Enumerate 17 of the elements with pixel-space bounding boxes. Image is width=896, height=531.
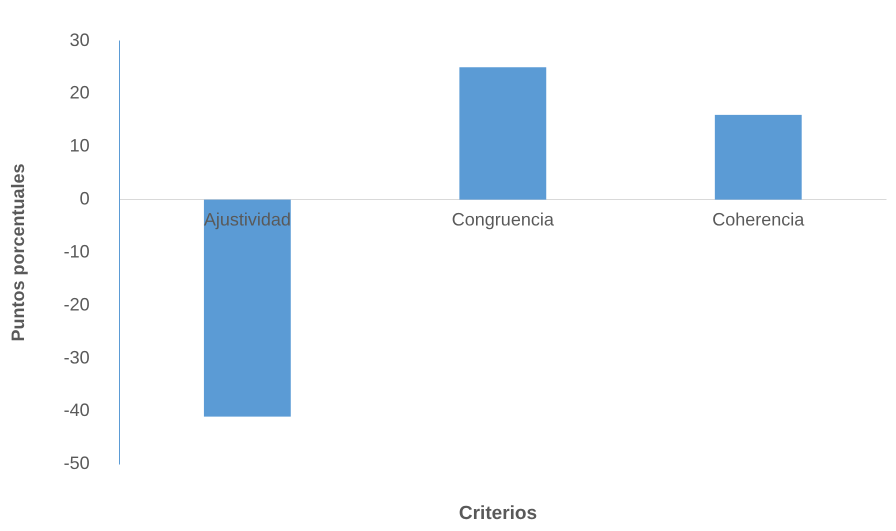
x-tick-label: Congruencia [452, 210, 555, 230]
y-tick-label: -50 [64, 453, 90, 474]
x-axis-title: Criterios [458, 503, 538, 525]
x-tick-label: Ajustividad [204, 210, 291, 230]
y-tick-label: -20 [64, 294, 90, 314]
y-tick-label: -40 [64, 400, 90, 420]
y-axis-title: Puntos porcentuales [8, 163, 28, 342]
y-tick-label: -10 [64, 241, 90, 262]
bar [714, 114, 802, 200]
bar [459, 67, 546, 200]
bar [204, 200, 291, 417]
y-tick-label: 0 [80, 188, 90, 209]
y-tick-label: -30 [64, 347, 90, 368]
x-tick-label: Coherencia [712, 210, 806, 230]
y-tick-label: 10 [70, 136, 90, 156]
y-tick-label: 30 [70, 30, 90, 50]
y-tick-label: 20 [70, 82, 90, 103]
